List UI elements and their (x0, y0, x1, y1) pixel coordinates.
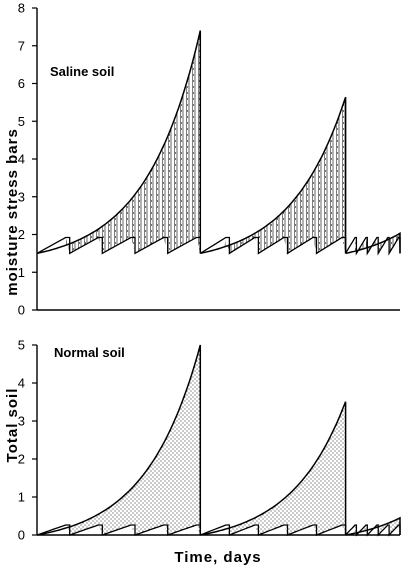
saline-y-tick-label-8: 8 (18, 1, 25, 16)
saline-upper-curve-0 (36, 30, 202, 255)
normal-y-tick-label-3: 3 (18, 414, 25, 429)
saline-lower-sawtooth-0 (36, 236, 201, 255)
normal-y-tick-label-4: 4 (18, 376, 25, 391)
saline-y-ticks: 0 1 2 3 4 5 6 7 8 (18, 1, 37, 318)
saline-y-tick-label-7: 7 (18, 38, 25, 53)
saline-lower-sawtooth-1 (199, 236, 347, 255)
normal-stress-area-0 (64, 345, 201, 535)
normal-curves (36, 344, 401, 537)
saline-y-tick-label-3: 3 (18, 189, 25, 204)
saline-soil-panel: 0 1 2 3 4 5 6 7 8 Saline soil (18, 1, 401, 318)
saline-y-tick-label-6: 6 (18, 76, 25, 91)
saline-y-tick-label-1: 1 (18, 265, 25, 280)
normal-y-tick-label-5: 5 (18, 338, 25, 353)
normal-y-tick-label-0: 0 (18, 528, 25, 543)
y-axis-label-line1: Total soil (4, 388, 21, 463)
saline-y-tick-label-4: 4 (18, 152, 25, 167)
saline-stress-area-0 (64, 30, 201, 254)
x-axis-label: Time, days (174, 549, 261, 566)
normal-stress-area-1 (224, 401, 346, 535)
saline-y-tick-label-2: 2 (18, 227, 25, 242)
saline-curves (36, 30, 401, 256)
normal-upper-curve-0 (36, 344, 202, 536)
saline-soil-label: Saline soil (50, 64, 114, 79)
saline-upper-curve-1 (200, 96, 347, 255)
saline-stress-area-1 (224, 97, 346, 254)
normal-lower-sawtooth-0 (36, 524, 201, 536)
normal-y-tick-label-1: 1 (18, 490, 25, 505)
y-axis-label-line2: moisture stress bars (4, 128, 21, 296)
saline-lower-sawtooth-2 (345, 236, 401, 256)
normal-y-tick-label-2: 2 (18, 452, 25, 467)
normal-lower-sawtooth-1 (200, 524, 347, 536)
normal-soil-label: Normal soil (54, 345, 125, 360)
saline-y-tick-label-0: 0 (18, 303, 25, 318)
saline-upper-curve-2 (345, 232, 401, 255)
normal-lower-sawtooth-2 (345, 524, 401, 537)
normal-upper-curve-1 (200, 401, 347, 536)
normal-y-ticks: 0 1 2 3 4 5 (18, 338, 37, 543)
saline-y-tick-label-5: 5 (18, 114, 25, 129)
normal-soil-panel: 0 1 2 3 4 5 Normal soil (18, 338, 401, 543)
